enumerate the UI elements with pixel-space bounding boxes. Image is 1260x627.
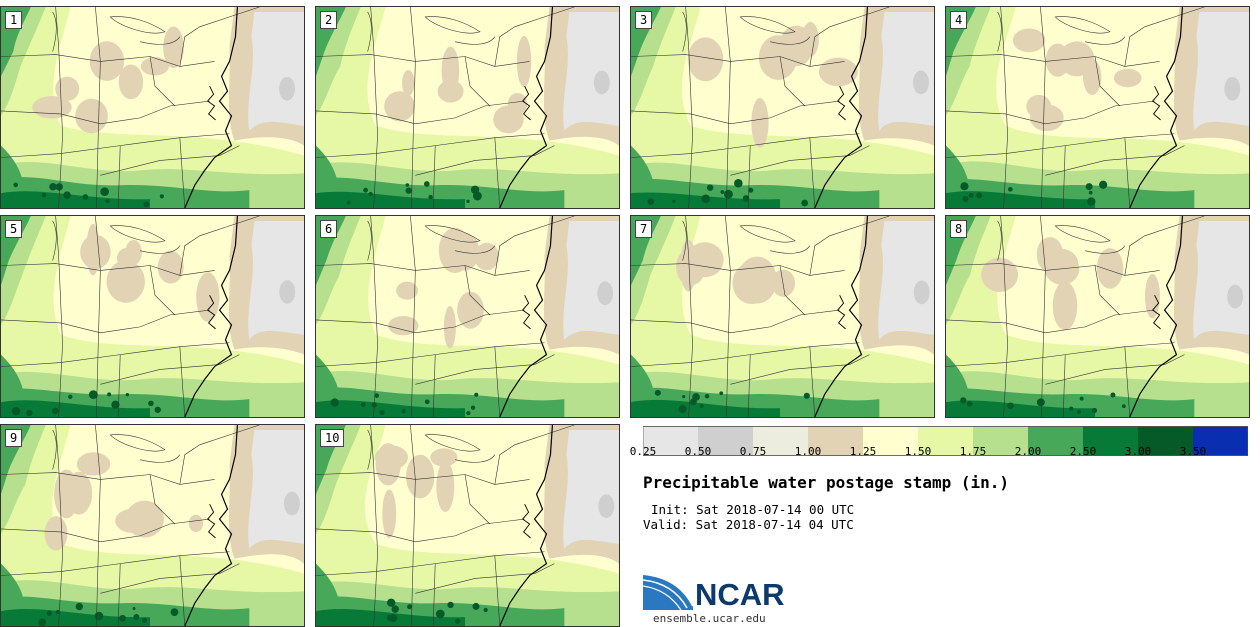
colorbar-tick-label: 2.00 <box>1014 445 1042 458</box>
map-panel-9: 9 <box>0 424 305 627</box>
colorbar-bin <box>753 426 808 456</box>
colorbar-bin <box>643 426 698 456</box>
precip-water-map <box>316 7 619 208</box>
panel-label: 5 <box>5 220 23 238</box>
precip-water-map <box>1 216 304 417</box>
colorbar-tick-label: 0.50 <box>684 445 712 458</box>
colorbar-tick-label: 3.00 <box>1124 445 1152 458</box>
precip-water-map <box>631 7 934 208</box>
panel-label: 10 <box>320 429 345 447</box>
colorbar-tick-label: 2.50 <box>1069 445 1097 458</box>
precip-water-map <box>946 216 1249 417</box>
map-panel-8: 8 <box>945 215 1250 418</box>
map-panel-4: 4 <box>945 6 1250 209</box>
precip-water-map <box>316 425 619 626</box>
panel-label: 3 <box>635 11 653 29</box>
panel-label: 8 <box>950 220 968 238</box>
ncar-logo-text: NCAR <box>695 577 785 612</box>
colorbar-tick-label: 3.50 <box>1179 445 1207 458</box>
colorbar-tick-label: 1.25 <box>849 445 877 458</box>
map-panel-7: 7 <box>630 215 935 418</box>
colorbar-bin <box>918 426 973 456</box>
map-panel-2: 2 <box>315 6 620 209</box>
panel-label: 6 <box>320 220 338 238</box>
map-panel-6: 6 <box>315 215 620 418</box>
colorbar-bin <box>863 426 918 456</box>
panel-label: 9 <box>5 429 23 447</box>
chart-title: Precipitable water postage stamp (in.) <box>643 473 1010 492</box>
precip-water-map <box>946 7 1249 208</box>
colorbar-tick-label: 1.75 <box>959 445 987 458</box>
colorbar-tick-label: 0.25 <box>629 445 657 458</box>
colorbar <box>643 426 1248 456</box>
colorbar-tick-label: 1.50 <box>904 445 932 458</box>
panel-label: 4 <box>950 11 968 29</box>
colorbar-bin <box>1083 426 1138 456</box>
colorbar-bin <box>1193 426 1248 456</box>
colorbar-bin <box>698 426 753 456</box>
colorbar-tick-label: 0.75 <box>739 445 767 458</box>
colorbar-bin <box>1028 426 1083 456</box>
map-panel-1: 1 <box>0 6 305 209</box>
site-url: ensemble.ucar.edu <box>653 612 766 625</box>
colorbar-bin <box>808 426 863 456</box>
colorbar-bin <box>1138 426 1193 456</box>
map-panel-3: 3 <box>630 6 935 209</box>
valid-time: Valid: Sat 2018-07-14 04 UTC <box>643 517 854 532</box>
colorbar-ticks: 0.25 0.50 0.75 1.00 1.25 1.50 1.75 2.00 2.50 3.00… <box>630 445 1260 459</box>
panel-label: 7 <box>635 220 653 238</box>
panel-label: 1 <box>5 11 23 29</box>
precip-water-map <box>316 216 619 417</box>
init-time: Init: Sat 2018-07-14 00 UTC <box>651 502 855 517</box>
colorbar-bin <box>973 426 1028 456</box>
colorbar-tick-label: 1.00 <box>794 445 822 458</box>
precip-water-map <box>1 7 304 208</box>
map-panel-10: 10 <box>315 424 620 627</box>
map-panel-5: 5 <box>0 215 305 418</box>
ncar-logo-icon <box>643 573 694 611</box>
panel-label: 2 <box>320 11 338 29</box>
precip-water-map <box>631 216 934 417</box>
precip-water-map <box>1 425 304 626</box>
